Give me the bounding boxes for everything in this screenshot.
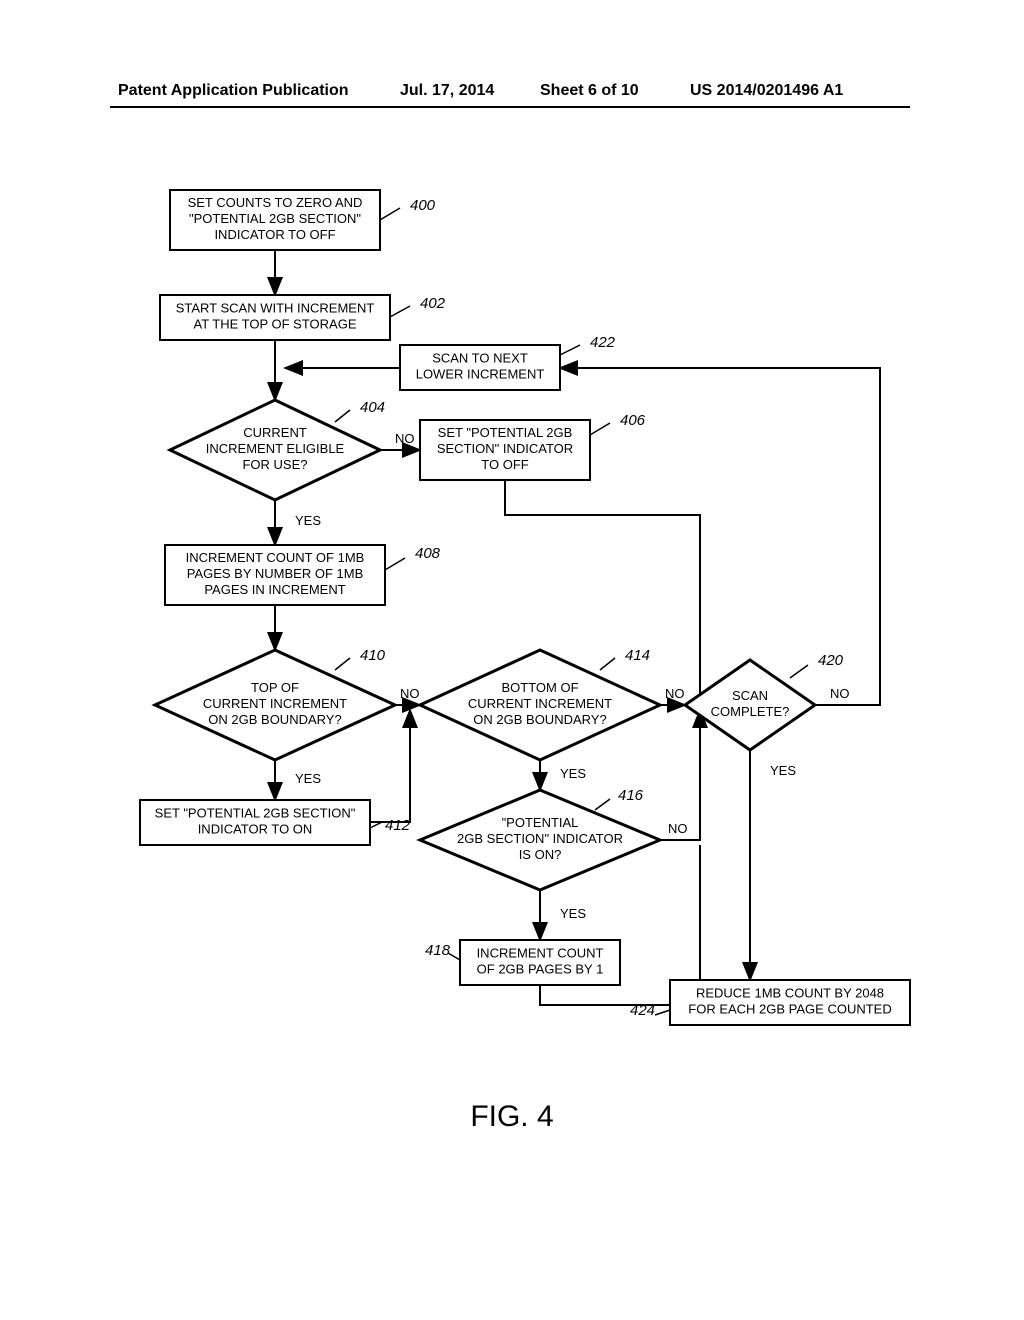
header-rule xyxy=(110,106,910,108)
svg-text:NO: NO xyxy=(668,821,688,836)
svg-text:TO OFF: TO OFF xyxy=(481,457,528,472)
svg-text:INDICATOR TO ON: INDICATOR TO ON xyxy=(198,822,313,837)
svg-text:2GB SECTION" INDICATOR: 2GB SECTION" INDICATOR xyxy=(457,831,623,846)
svg-text:PAGES IN INCREMENT: PAGES IN INCREMENT xyxy=(204,582,345,597)
svg-text:406: 406 xyxy=(620,412,646,429)
svg-text:414: 414 xyxy=(625,647,650,664)
svg-text:FOR EACH 2GB PAGE COUNTED: FOR EACH 2GB PAGE COUNTED xyxy=(688,1002,891,1017)
svg-text:410: 410 xyxy=(360,647,386,664)
header-number: US 2014/0201496 A1 xyxy=(690,82,843,100)
svg-text:NO: NO xyxy=(400,686,420,701)
svg-text:YES: YES xyxy=(295,771,321,786)
svg-text:"POTENTIAL: "POTENTIAL xyxy=(502,815,579,830)
svg-text:NO: NO xyxy=(665,686,685,701)
svg-text:SET "POTENTIAL 2GB SECTION": SET "POTENTIAL 2GB SECTION" xyxy=(155,806,356,821)
svg-text:424: 424 xyxy=(630,1002,655,1019)
svg-text:420: 420 xyxy=(818,652,844,669)
page-container: Patent Application Publication Jul. 17, … xyxy=(0,0,1024,1320)
svg-text:INDICATOR TO OFF: INDICATOR TO OFF xyxy=(214,227,335,242)
svg-text:NO: NO xyxy=(830,686,850,701)
svg-text:REDUCE 1MB COUNT BY 2048: REDUCE 1MB COUNT BY 2048 xyxy=(696,986,884,1001)
header-sheet: Sheet 6 of 10 xyxy=(540,82,639,100)
svg-text:416: 416 xyxy=(618,787,644,804)
svg-text:"POTENTIAL 2GB SECTION": "POTENTIAL 2GB SECTION" xyxy=(189,211,361,226)
svg-text:400: 400 xyxy=(410,197,436,214)
svg-text:SECTION" INDICATOR: SECTION" INDICATOR xyxy=(437,441,573,456)
svg-text:408: 408 xyxy=(415,545,441,562)
svg-text:YES: YES xyxy=(560,906,586,921)
svg-text:SCAN TO NEXT: SCAN TO NEXT xyxy=(432,351,528,366)
svg-text:412: 412 xyxy=(385,817,411,834)
svg-text:AT THE TOP OF STORAGE: AT THE TOP OF STORAGE xyxy=(193,317,356,332)
svg-text:SCAN: SCAN xyxy=(732,688,768,703)
svg-text:COMPLETE?: COMPLETE? xyxy=(711,704,790,719)
flowchart-diagram: NO YES YES NO NO YES YES NO YES NO SET COUNTS TO … xyxy=(50,150,970,1070)
svg-text:PAGES BY NUMBER OF 1MB: PAGES BY NUMBER OF 1MB xyxy=(187,566,364,581)
svg-text:START SCAN WITH INCREMENT: START SCAN WITH INCREMENT xyxy=(176,301,375,316)
figure-caption: FIG. 4 xyxy=(0,1100,1024,1134)
svg-text:FOR USE?: FOR USE? xyxy=(242,457,307,472)
header-date: Jul. 17, 2014 xyxy=(400,82,494,100)
svg-text:YES: YES xyxy=(560,766,586,781)
svg-text:CURRENT INCREMENT: CURRENT INCREMENT xyxy=(203,696,347,711)
svg-text:SET "POTENTIAL 2GB: SET "POTENTIAL 2GB xyxy=(438,425,573,440)
svg-text:IS ON?: IS ON? xyxy=(519,847,562,862)
svg-text:NO: NO xyxy=(395,431,415,446)
header-publication: Patent Application Publication xyxy=(118,82,349,100)
svg-text:ON 2GB BOUNDARY?: ON 2GB BOUNDARY? xyxy=(473,712,606,727)
svg-text:BOTTOM OF: BOTTOM OF xyxy=(501,680,578,695)
svg-text:404: 404 xyxy=(360,399,385,416)
svg-text:INCREMENT ELIGIBLE: INCREMENT ELIGIBLE xyxy=(206,441,345,456)
svg-text:TOP OF: TOP OF xyxy=(251,680,299,695)
svg-text:INCREMENT COUNT OF 1MB: INCREMENT COUNT OF 1MB xyxy=(186,550,365,565)
svg-text:YES: YES xyxy=(295,513,321,528)
svg-text:402: 402 xyxy=(420,295,446,312)
svg-text:SET COUNTS TO ZERO AND: SET COUNTS TO ZERO AND xyxy=(188,195,363,210)
svg-text:YES: YES xyxy=(770,763,796,778)
svg-text:CURRENT INCREMENT: CURRENT INCREMENT xyxy=(468,696,612,711)
svg-text:ON 2GB BOUNDARY?: ON 2GB BOUNDARY? xyxy=(208,712,341,727)
svg-text:422: 422 xyxy=(590,334,616,351)
svg-text:INCREMENT COUNT: INCREMENT COUNT xyxy=(477,946,604,961)
svg-text:418: 418 xyxy=(425,942,451,959)
svg-text:CURRENT: CURRENT xyxy=(243,425,307,440)
svg-text:OF 2GB PAGES BY 1: OF 2GB PAGES BY 1 xyxy=(477,962,604,977)
svg-text:LOWER INCREMENT: LOWER INCREMENT xyxy=(416,367,545,382)
